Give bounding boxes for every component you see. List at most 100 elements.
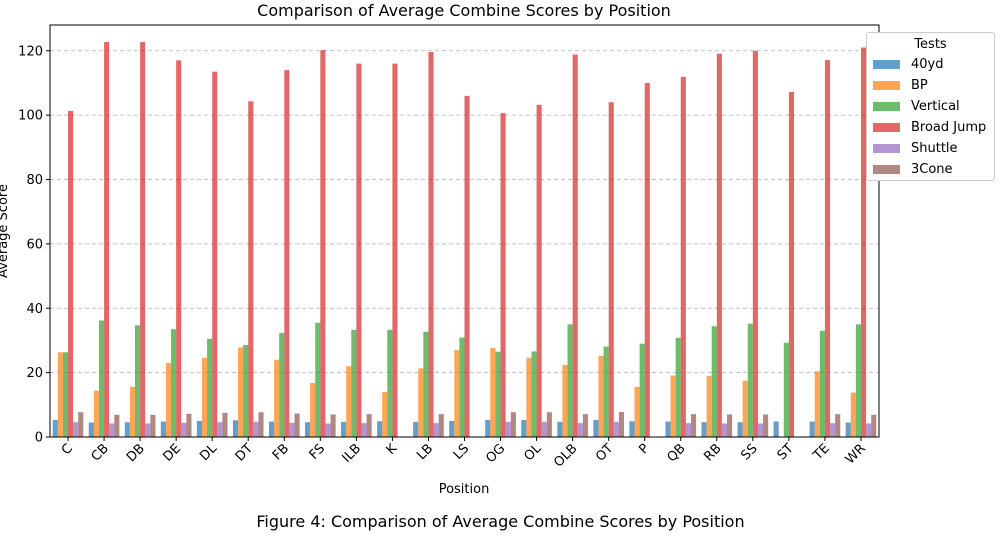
bar-3cone-olb [582, 414, 588, 437]
x-tick-label: QB [664, 441, 688, 465]
bar-vertical-c [62, 352, 69, 437]
x-tick-label: ST [775, 441, 797, 463]
bar-bp-ss [742, 380, 748, 437]
bar-40yd-fb [268, 421, 275, 437]
bar-40yd-p [629, 421, 635, 437]
x-tick-label: SS [738, 441, 760, 463]
bar-3cone-qb [690, 414, 697, 437]
bar-vertical-ss [747, 323, 753, 437]
bar-3cone-de [186, 413, 192, 437]
bar-40yd-k [377, 421, 383, 437]
x-tick-label: OG [483, 441, 508, 466]
bar-shuttle-dt [253, 421, 259, 437]
bar-broad-jump-ls [464, 95, 470, 437]
x-tick-label: DE [160, 441, 184, 465]
bars [52, 42, 877, 438]
bar-broad-jump-wr [860, 47, 867, 437]
bar-3cone-ot [618, 411, 624, 437]
legend-swatch [873, 144, 900, 153]
x-tick-label: CB [89, 441, 112, 464]
bar-broad-jump-c [68, 110, 74, 438]
bar-3cone-cb [114, 414, 120, 437]
y-tick-label: 120 [18, 44, 43, 59]
legend-swatch [873, 102, 900, 111]
bar-shuttle-de [181, 422, 187, 437]
bar-vertical-te [819, 330, 825, 437]
bar-40yd-st [773, 421, 779, 437]
x-tick-label: ILB [339, 441, 364, 466]
bar-vertical-fs [315, 322, 321, 437]
bar-bp-te [814, 371, 820, 437]
bar-broad-jump-te [824, 60, 831, 437]
bar-40yd-lb [413, 421, 419, 437]
bar-shuttle-qb [685, 423, 691, 437]
bar-broad-jump-olb [572, 54, 578, 438]
x-tick-label: DL [197, 441, 220, 464]
legend-label: Shuttle [911, 141, 958, 156]
bar-40yd-ss [737, 422, 743, 437]
bar-40yd-c [52, 419, 58, 437]
legend-item: Broad Jump [867, 117, 994, 138]
bar-vertical-ilb [351, 329, 357, 437]
bar-3cone-te [835, 414, 841, 437]
bar-vertical-p [639, 343, 645, 437]
bar-broad-jump-dl [212, 71, 218, 437]
x-tick-label: FS [307, 441, 329, 463]
bar-broad-jump-rb [716, 53, 722, 437]
bar-40yd-ol [521, 419, 527, 437]
legend-item: Vertical [867, 96, 994, 117]
bar-vertical-st [783, 342, 789, 437]
bar-3cone-dl [222, 412, 228, 437]
bar-3cone-dt [258, 412, 264, 437]
bar-shuttle-c [73, 422, 79, 437]
bar-bp-k [382, 391, 388, 437]
bar-3cone-lb [438, 414, 444, 437]
bar-shuttle-db [145, 423, 151, 437]
bar-3cone-og [510, 412, 516, 437]
bar-broad-jump-cb [104, 42, 110, 437]
bar-3cone-c [78, 412, 84, 437]
bar-bp-rb [706, 375, 712, 437]
y-axis-label: Average Score [0, 184, 11, 278]
bar-bp-p [634, 386, 640, 437]
legend-item: 40yd [867, 54, 994, 75]
bar-bp-de [165, 362, 172, 437]
bar-vertical-cb [98, 320, 105, 437]
x-tick-label: DB [124, 441, 148, 465]
bar-bp-cb [93, 390, 99, 437]
bar-broad-jump-ilb [356, 63, 362, 437]
bar-bp-wr [850, 392, 856, 437]
x-axis-label: Position [439, 482, 490, 497]
bar-vertical-dl [207, 338, 213, 437]
y-tick-label: 60 [26, 237, 43, 252]
bar-3cone-wr [871, 414, 877, 437]
x-tick-label: TE [810, 441, 833, 464]
bar-3cone-ilb [366, 414, 372, 437]
bar-shuttle-fs [325, 423, 331, 437]
bar-40yd-ilb [341, 421, 347, 437]
bar-vertical-wr [855, 324, 861, 437]
legend: Tests 40yd BP Vertical Broad Jump Shuttle 3Co… [866, 32, 995, 181]
bar-40yd-og [485, 419, 491, 437]
bar-3cone-db [150, 414, 156, 437]
bar-40yd-dt [232, 420, 239, 437]
bar-3cone-rb [727, 414, 733, 437]
bar-40yd-dl [196, 420, 202, 437]
bar-shuttle-ol [541, 421, 547, 437]
legend-swatch [873, 165, 900, 174]
bar-bp-ot [598, 355, 604, 437]
y-tick-label: 100 [18, 109, 43, 124]
bar-shuttle-te [830, 423, 836, 437]
bar-broad-jump-qb [680, 76, 686, 438]
x-tick-label: P [636, 441, 652, 457]
bar-bp-db [129, 386, 136, 437]
legend-label: Vertical [911, 99, 960, 114]
bar-vertical-ot [603, 346, 609, 437]
bar-shuttle-ilb [361, 423, 367, 437]
bar-40yd-cb [88, 422, 94, 437]
bar-3cone-fs [330, 414, 336, 437]
bar-vertical-lb [423, 331, 429, 437]
legend-swatch [873, 81, 900, 90]
bar-40yd-db [124, 422, 130, 437]
